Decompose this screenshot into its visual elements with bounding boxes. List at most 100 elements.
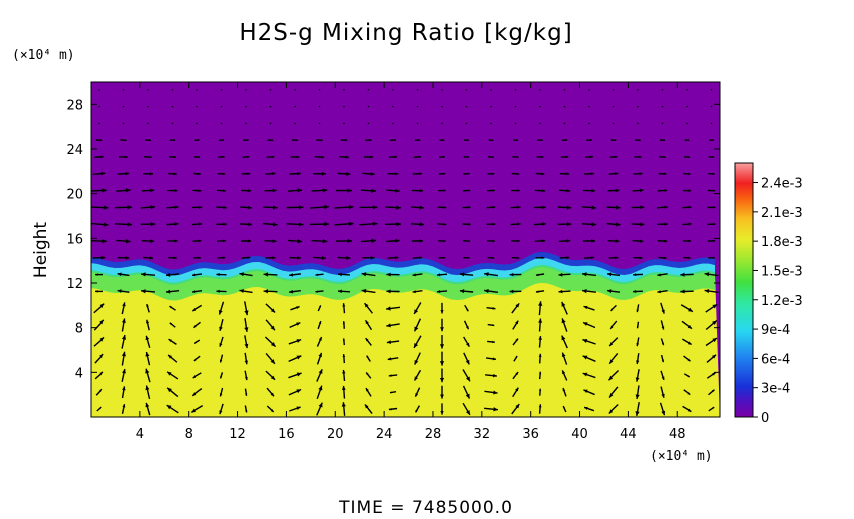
wind-arrow-head: [386, 289, 391, 294]
wind-arrow-head: [173, 139, 176, 142]
wind-arrow-head: [608, 375, 614, 381]
wind-arrow-head: [712, 256, 715, 259]
wind-arrow-head: [127, 222, 133, 227]
wind-arrow-head: [318, 369, 323, 374]
wind-arrow-head: [321, 155, 325, 159]
wind-arrow-head: [704, 288, 710, 294]
wind-arrow-head: [582, 355, 588, 360]
wind-arrow-head: [342, 303, 346, 307]
wind-arrow-head: [467, 156, 470, 158]
wind-arrow-head: [712, 320, 717, 325]
wind-arrow-head: [141, 272, 146, 277]
wind-arrow-head: [687, 392, 691, 395]
wind-arrow-head: [712, 156, 715, 158]
wind-arrow-head: [198, 256, 201, 259]
y-tick-label: 28: [66, 98, 83, 113]
wind-arrow-head: [99, 319, 104, 325]
wind-arrow-head: [271, 139, 274, 142]
wind-arrow-head: [635, 394, 640, 399]
time-label: TIME = 7485000.0: [338, 498, 513, 518]
wind-arrow-head: [342, 369, 346, 374]
wind-arrow-head: [590, 256, 594, 260]
wind-arrow-head: [149, 172, 154, 176]
wind-arrow-head: [591, 205, 597, 210]
wind-arrow-head: [348, 221, 354, 226]
wind-arrow-head: [688, 205, 692, 209]
wind-arrow-head: [661, 393, 665, 398]
wind-arrow-head: [515, 387, 519, 392]
wind-arrow-head: [387, 357, 392, 361]
wind-arrow-head: [296, 372, 302, 377]
wind-arrow-head: [538, 318, 543, 323]
wind-arrow-head: [661, 342, 664, 346]
wind-arrow-head: [102, 238, 107, 244]
wind-arrow-head: [558, 289, 563, 294]
wind-arrow-head: [492, 256, 495, 259]
wind-arrow-head: [99, 371, 103, 376]
wind-arrow-head: [412, 273, 416, 277]
wind-arrow-head: [517, 189, 520, 192]
wind-arrow-head: [614, 139, 617, 142]
wind-arrow-head: [661, 326, 665, 330]
wind-arrow-head: [165, 272, 171, 277]
wind-arrow-head: [535, 290, 539, 293]
wind-arrow-head: [639, 239, 644, 243]
wind-arrow-head: [687, 358, 691, 362]
y-axis-label: Height: [31, 222, 51, 279]
wind-vectors: [91, 89, 719, 417]
wind-arrow-head: [174, 222, 179, 226]
wind-arrow-head: [347, 188, 352, 193]
wind-arrow-head: [484, 272, 489, 277]
wind-arrow-head: [663, 172, 667, 176]
wind-arrow-head: [263, 289, 269, 294]
wind-arrow-head: [289, 289, 294, 294]
wind-arrow-head: [145, 385, 150, 391]
wind-arrow-head: [538, 301, 543, 306]
wind-arrow-head: [101, 171, 106, 176]
y-unit-label: (×10⁴ m): [12, 48, 75, 63]
wind-arrow-head: [222, 139, 225, 141]
wind-arrow-head: [272, 239, 277, 243]
wind-arrow-head: [541, 155, 544, 159]
wind-arrow-head: [244, 376, 248, 381]
wind-arrow-head: [125, 188, 131, 193]
wind-arrow-head: [688, 239, 692, 243]
wind-arrow-head: [515, 355, 518, 359]
wind-arrow-head: [248, 222, 252, 227]
wind-arrow-head: [688, 307, 693, 312]
wind-arrow-head: [121, 318, 126, 323]
colorbar-tick-label: 0: [761, 411, 769, 426]
wind-arrow-head: [297, 239, 303, 244]
wind-arrow-head: [297, 256, 301, 260]
wind-arrow-head: [661, 359, 664, 363]
wind-arrow-head: [324, 221, 329, 227]
wind-arrow-head: [436, 290, 441, 294]
wind-arrow-head: [639, 172, 643, 176]
wind-arrow-head: [440, 411, 444, 415]
wind-arrow-head: [117, 289, 122, 293]
wind-arrow-head: [361, 288, 367, 294]
wind-arrow-head: [99, 303, 105, 309]
wind-arrow-head: [639, 188, 644, 193]
wind-arrow-head: [101, 255, 106, 260]
wind-arrow-head: [609, 392, 614, 398]
wind-arrow-head: [615, 239, 620, 243]
wind-arrow-head: [633, 273, 637, 277]
chart-title: H2S-g Mixing Ratio [kg/kg]: [239, 20, 572, 46]
wind-arrow-head: [538, 353, 542, 357]
wind-arrow-head: [591, 222, 597, 227]
wind-arrow-head: [541, 256, 545, 260]
wind-arrow-head: [321, 256, 326, 260]
wind-arrow-head: [415, 409, 418, 413]
wind-arrow-head: [223, 205, 227, 210]
wind-arrow-head: [296, 139, 299, 142]
wind-arrow-head: [244, 343, 249, 349]
wind-arrow-head: [419, 256, 423, 260]
colorbar-tick-label: 3e-4: [761, 382, 790, 397]
wind-arrow-head: [191, 408, 196, 413]
wind-arrow-head: [246, 139, 249, 141]
wind-arrow-head: [174, 189, 178, 193]
plot-frame: [90, 81, 721, 418]
wind-arrow-head: [222, 155, 225, 158]
wind-arrow-head: [298, 205, 304, 210]
